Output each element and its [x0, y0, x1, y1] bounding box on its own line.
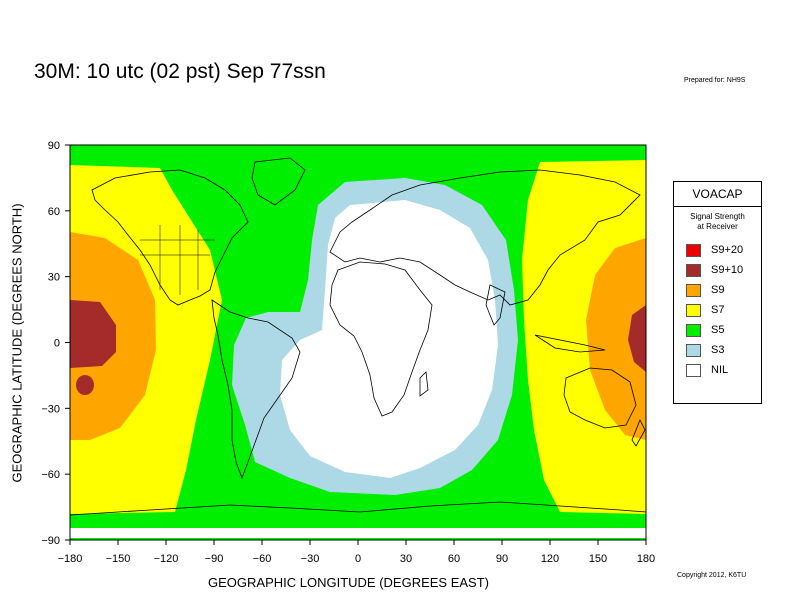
- y-tick-label: −60: [41, 469, 60, 481]
- new-zealand-outline: [631, 419, 646, 447]
- legend: VOACAP Signal Strength at Receiver S9+20…: [673, 181, 762, 404]
- legend-item: NIL: [686, 362, 728, 378]
- legend-swatch: [686, 363, 701, 377]
- x-tick-label: 180: [637, 553, 655, 565]
- polar-strip-white: [70, 528, 646, 538]
- legend-label: S5: [711, 324, 725, 336]
- axis-ticks: [65, 144, 647, 545]
- legend-label: S3: [711, 344, 725, 356]
- legend-swatch: [686, 343, 701, 357]
- x-tick-label: 30: [400, 553, 412, 565]
- map-title: 30M: 10 utc (02 pst) Sep 77ssn: [34, 60, 326, 83]
- legend-label: S9+20: [711, 244, 744, 256]
- antarctica-outline: [69, 501, 647, 516]
- s9plus10-spot-west: [76, 375, 94, 395]
- africa-outline: [329, 261, 433, 417]
- legend-title: VOACAP: [674, 182, 761, 207]
- legend-subtitle: Signal Strength at Receiver: [674, 212, 761, 232]
- y-tick-label: −90: [41, 535, 60, 547]
- y-tick-label: 30: [48, 272, 60, 284]
- legend-subtitle-line1: Signal Strength: [690, 212, 745, 221]
- y-tick-label: 90: [48, 140, 60, 152]
- x-tick-label: −60: [253, 553, 272, 565]
- legend-subtitle-line2: at Receiver: [697, 222, 738, 231]
- greenland-outline: [251, 157, 306, 206]
- x-tick-label: −120: [154, 553, 179, 565]
- x-tick-label: 90: [496, 553, 508, 565]
- coastlines: [69, 157, 647, 516]
- x-tick-label: −30: [301, 553, 320, 565]
- legend-label: NIL: [711, 364, 729, 376]
- copyright-note: Copyright 2012, K6TU: [677, 572, 747, 579]
- x-tick-labels: −180 −150 −120 −90 −60 −30 0 30 60 90 120 150 180: [58, 553, 656, 565]
- y-tick-label: 60: [48, 206, 60, 218]
- s9plus10-region-east: [628, 305, 646, 372]
- prepared-for-note: Prepared for: NH9S: [684, 77, 746, 84]
- y-tick-label: −30: [41, 403, 60, 415]
- s9-region-east: [586, 238, 646, 440]
- legend-label: S7: [711, 304, 725, 316]
- legend-swatch: [686, 303, 701, 317]
- x-axis-title: GEOGRAPHIC LONGITUDE (DEGREES EAST): [208, 575, 489, 590]
- legend-label: S9+10: [711, 264, 744, 276]
- legend-item: S9: [686, 282, 724, 298]
- us-state-lines: [140, 225, 215, 295]
- australia-outline: [563, 367, 637, 429]
- y-tick-labels: 90 60 30 0 −30 −60 −90: [41, 140, 60, 547]
- india-outline: [485, 284, 506, 326]
- legend-item: S3: [686, 342, 724, 358]
- legend-item: S5: [686, 322, 724, 338]
- y-axis-title: GEOGRAPHIC LATITUDE (DEGREES NORTH): [9, 203, 25, 483]
- y-tick-label: 0: [54, 338, 60, 350]
- x-tick-label: −90: [205, 553, 224, 565]
- s9plus10-region-west: [70, 300, 116, 368]
- madagascar-outline: [419, 371, 429, 397]
- legend-label: S9: [711, 284, 725, 296]
- x-tick-label: 0: [355, 553, 361, 565]
- legend-swatch: [686, 243, 701, 257]
- x-tick-label: −150: [106, 553, 131, 565]
- map-plot-area: [65, 144, 647, 545]
- legend-item: S9+10: [686, 262, 743, 278]
- nil-region: [280, 200, 498, 478]
- x-tick-label: 120: [541, 553, 559, 565]
- plot-frame: [69, 144, 647, 541]
- legend-swatch: [686, 283, 701, 297]
- legend-swatch: [686, 323, 701, 337]
- x-tick-label: 150: [589, 553, 607, 565]
- indonesia-outline: [534, 334, 606, 353]
- north-america-outline: [91, 169, 249, 306]
- south-america-outline: [211, 299, 301, 480]
- legend-item: S9+20: [686, 242, 743, 258]
- x-tick-label: 60: [448, 553, 460, 565]
- legend-item: S7: [686, 302, 724, 318]
- eurasia-outline: [329, 169, 641, 306]
- legend-swatch: [686, 263, 701, 277]
- x-tick-label: −180: [58, 553, 83, 565]
